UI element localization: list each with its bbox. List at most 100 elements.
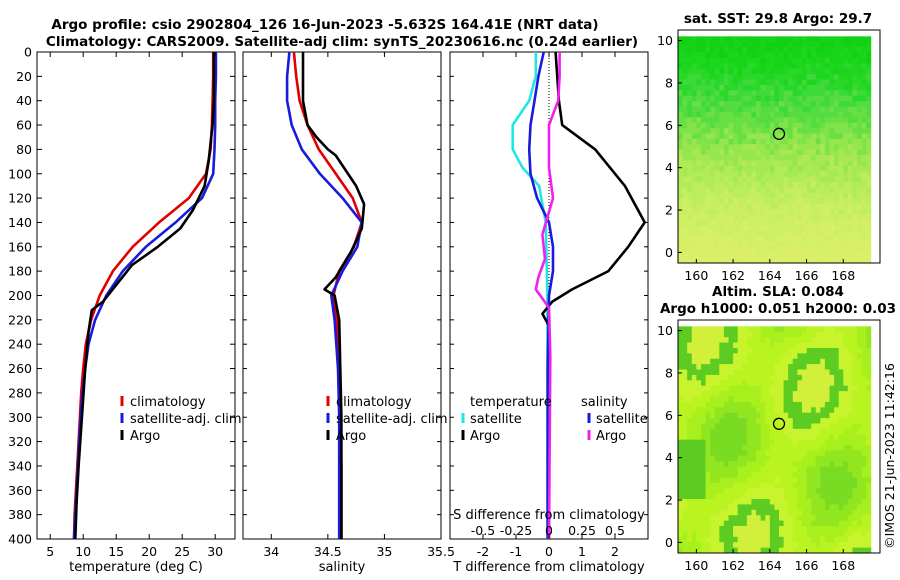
map-cell bbox=[797, 79, 803, 86]
map-cell bbox=[746, 407, 752, 414]
map-cell bbox=[737, 57, 743, 64]
map-cell bbox=[834, 230, 840, 237]
map-cell bbox=[792, 257, 798, 264]
map-cell bbox=[820, 418, 826, 424]
map-cell bbox=[820, 133, 826, 140]
map-cell bbox=[820, 326, 826, 333]
map-cell bbox=[742, 138, 748, 145]
map-cell bbox=[843, 47, 849, 53]
x2-tick-label: -0.5 bbox=[471, 523, 495, 538]
map-cell bbox=[797, 122, 803, 129]
map-cell bbox=[710, 52, 716, 59]
map-cell bbox=[687, 455, 693, 462]
map-cell bbox=[742, 412, 748, 419]
difference-panel: -2 -1 0 1 2 -0.5 -0.25 0 0.25 0.5 T difference f… bbox=[449, 51, 649, 575]
map-cell bbox=[687, 74, 693, 80]
legend-heading-temperature: temperature bbox=[470, 395, 552, 410]
map-cell bbox=[806, 95, 812, 102]
map-cell bbox=[746, 138, 752, 145]
map-cell bbox=[742, 536, 748, 543]
map-cell bbox=[829, 171, 835, 178]
map-cell bbox=[678, 493, 683, 500]
map-cell bbox=[682, 536, 688, 543]
map-cell bbox=[723, 515, 729, 522]
map-cell bbox=[783, 337, 789, 343]
map-cell bbox=[719, 149, 725, 156]
map-cell bbox=[765, 176, 771, 183]
map-cell bbox=[737, 493, 743, 500]
map-cell bbox=[834, 187, 840, 194]
map-cell bbox=[783, 488, 789, 495]
map-cell bbox=[857, 347, 863, 354]
map-cell bbox=[751, 477, 757, 484]
map-cell bbox=[714, 493, 720, 500]
map-cell bbox=[806, 63, 812, 70]
map-cell bbox=[838, 434, 844, 441]
map-cell bbox=[779, 144, 784, 151]
map-cell bbox=[857, 477, 863, 484]
map-cell bbox=[742, 364, 748, 370]
map-cell bbox=[678, 225, 683, 232]
map-cell bbox=[769, 439, 775, 446]
map-cell bbox=[829, 36, 835, 43]
map-cell bbox=[838, 531, 844, 538]
map-cell bbox=[824, 138, 830, 145]
map-cell bbox=[728, 434, 734, 441]
map-cell bbox=[733, 52, 739, 59]
map-cell bbox=[714, 101, 720, 107]
map-cell bbox=[834, 160, 840, 167]
map-cell bbox=[728, 385, 734, 392]
map-cell bbox=[861, 374, 867, 381]
map-cell bbox=[866, 536, 872, 543]
map-cell bbox=[723, 347, 729, 354]
map-cell bbox=[700, 509, 706, 516]
map-cell bbox=[843, 236, 849, 242]
map-cell bbox=[797, 187, 803, 194]
map-cell bbox=[788, 461, 794, 468]
map-cell bbox=[678, 52, 683, 59]
map-cell bbox=[733, 133, 739, 140]
map-cell bbox=[824, 117, 830, 124]
map-cell bbox=[719, 439, 725, 446]
map-cell bbox=[792, 353, 798, 360]
map-cell bbox=[682, 176, 688, 183]
map-cell bbox=[705, 203, 711, 210]
map-cell bbox=[700, 396, 706, 403]
map-cell bbox=[682, 337, 688, 343]
map-cell bbox=[700, 380, 706, 387]
map-cell bbox=[746, 203, 752, 210]
map-cell bbox=[691, 331, 697, 338]
map-cell bbox=[824, 133, 830, 140]
map-cell bbox=[806, 209, 812, 215]
map-cell bbox=[719, 52, 725, 59]
map-cell bbox=[751, 63, 757, 70]
map-cell bbox=[820, 439, 826, 446]
map-cell bbox=[806, 57, 812, 64]
map-cell bbox=[723, 171, 729, 178]
map-cell bbox=[866, 252, 872, 259]
map-cell bbox=[746, 331, 752, 338]
map-cell bbox=[678, 74, 683, 80]
map-cell bbox=[783, 252, 789, 259]
map-cell bbox=[811, 488, 817, 495]
map-cell bbox=[797, 482, 803, 489]
map-cell bbox=[857, 391, 863, 397]
map-cell bbox=[678, 509, 683, 516]
map-cell bbox=[806, 171, 812, 178]
map-cell bbox=[700, 252, 706, 259]
map-cell bbox=[760, 423, 766, 430]
map-cell bbox=[769, 461, 775, 468]
map-cell bbox=[783, 326, 789, 333]
map-cell bbox=[792, 347, 798, 354]
map-cell bbox=[714, 374, 720, 381]
map-cell bbox=[806, 74, 812, 80]
map-cell bbox=[783, 477, 789, 484]
map-cell bbox=[847, 138, 853, 145]
map-cell bbox=[751, 219, 757, 226]
map-cell bbox=[797, 111, 803, 118]
map-cell bbox=[760, 149, 766, 156]
map-cell bbox=[682, 138, 688, 145]
map-cell bbox=[847, 209, 853, 215]
map-cell bbox=[682, 171, 688, 178]
map-cell bbox=[843, 515, 849, 522]
